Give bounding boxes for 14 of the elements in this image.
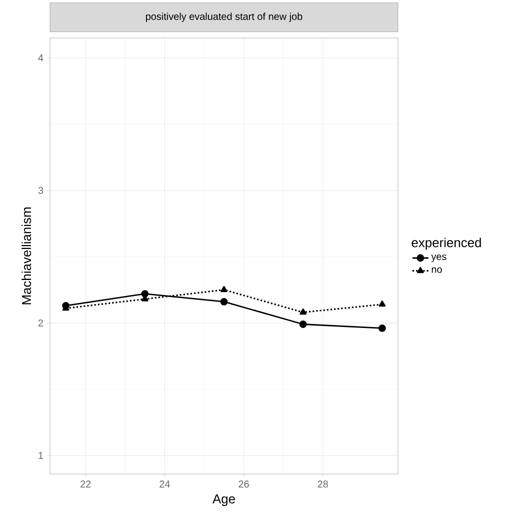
chart-title: positively evaluated start of new job (146, 12, 302, 22)
x-axis-title: Age (212, 494, 235, 506)
y-axis-title: Machiavellianism (22, 208, 32, 304)
legend-title: experienced (412, 238, 481, 250)
y-tick-label: 4 (38, 54, 44, 62)
y-tick-label: 3 (38, 186, 44, 194)
legend-label: yes (431, 254, 446, 262)
y-tick-label: 2 (38, 319, 43, 326)
x-tick-label: 22 (80, 480, 91, 488)
y-tick-label: 1 (38, 452, 43, 459)
legend-label: no (432, 267, 442, 273)
x-tick-label: 24 (160, 480, 170, 488)
x-tick-label: 28 (318, 480, 328, 488)
x-tick-label: 26 (238, 480, 249, 488)
